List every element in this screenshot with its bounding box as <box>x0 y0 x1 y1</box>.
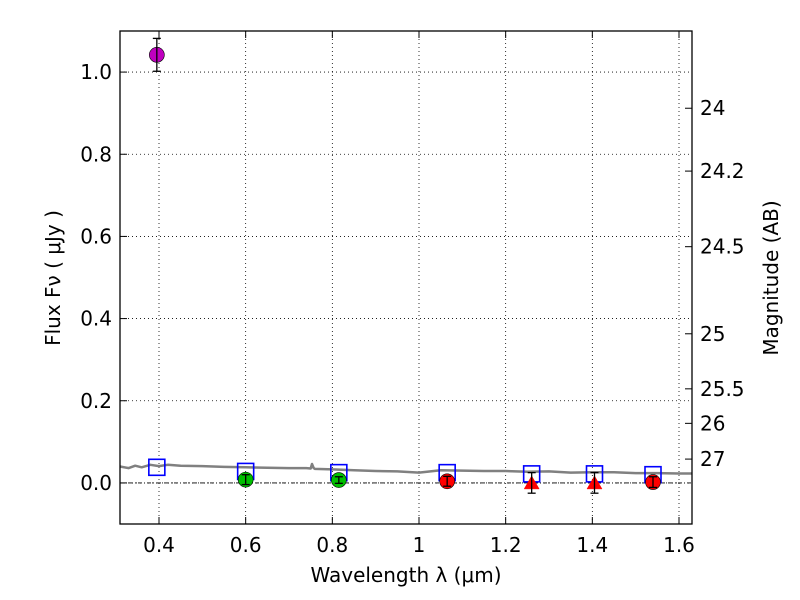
x-axis-label: Wavelength λ (μm) <box>310 563 501 587</box>
y-tick-label: 0.2 <box>80 389 112 413</box>
sed-model-line <box>119 462 692 475</box>
y-tick-label: 1.0 <box>80 60 112 84</box>
plot-area <box>119 37 692 494</box>
y2-tick-label: 25.5 <box>700 377 745 401</box>
x-tick-label: 1.2 <box>490 533 522 557</box>
y2-tick-label: 24.5 <box>700 235 745 259</box>
x-tick-label: 0.8 <box>316 533 348 557</box>
y2-tick-label: 26 <box>700 411 725 435</box>
axis-ticks: 0.4 0.6 0.8 1 1.2 1.4 1.6 0.0 0.2 0.4 0.6 0.8 1.0 24 2… <box>80 31 745 557</box>
y2-tick-label: 24 <box>700 96 725 120</box>
y2-tick-label: 25 <box>700 322 725 346</box>
y-tick-label: 0.4 <box>80 307 112 331</box>
x-tick-label: 1.6 <box>663 533 695 557</box>
y-tick-label: 0.8 <box>80 142 112 166</box>
x-tick-label: 1.4 <box>576 533 608 557</box>
model-photometry-square <box>148 458 166 477</box>
y2-tick-label: 24.2 <box>700 159 745 183</box>
y-tick-label: 0.0 <box>80 471 112 495</box>
axes-frame <box>119 30 693 525</box>
y-axis-label: Flux Fν ( μJy ) <box>41 210 65 346</box>
y-tick-label: 0.6 <box>80 224 112 248</box>
x-tick-label: 1 <box>413 533 426 557</box>
x-tick-label: 0.4 <box>143 533 175 557</box>
y2-tick-label: 27 <box>700 447 725 471</box>
x-tick-label: 0.6 <box>230 533 262 557</box>
y2-axis-label: Magnitude (AB) <box>759 200 783 355</box>
